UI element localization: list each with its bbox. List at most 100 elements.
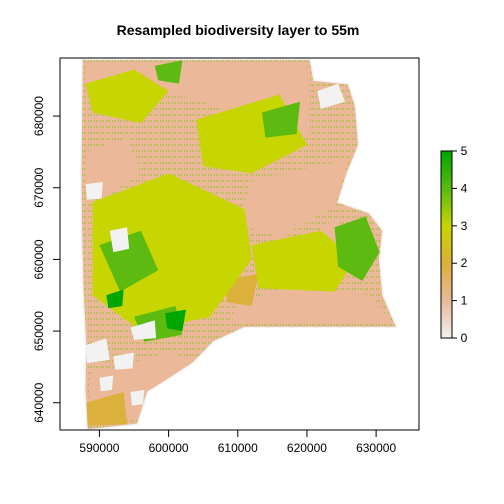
legend-color-segment bbox=[441, 281, 452, 286]
raster-zone-value-0 bbox=[113, 352, 134, 370]
raster-zone-value-3 bbox=[251, 230, 356, 292]
legend-color-segment bbox=[441, 253, 452, 258]
legend-color-segment bbox=[441, 322, 452, 327]
legend-color-segment bbox=[441, 219, 452, 224]
raster-zone-value-4 bbox=[334, 216, 380, 281]
raster-zone-value-4 bbox=[262, 101, 300, 138]
chart-title: Resampled biodiversity layer to 55m bbox=[117, 22, 360, 38]
legend-color-segment bbox=[441, 235, 452, 239]
y-tick-label: 670000 bbox=[32, 167, 46, 207]
y-axis: 640000 650000 660000 670000 680000 bbox=[32, 96, 61, 423]
legend-color-segment bbox=[441, 207, 452, 211]
legend-color-segment bbox=[441, 256, 452, 261]
raster-zone-value-1 bbox=[85, 137, 141, 195]
legend-color-segment bbox=[441, 222, 452, 227]
legend-color-segment bbox=[441, 210, 452, 214]
raster-zone-value-3 bbox=[92, 173, 252, 332]
legend-color-segment bbox=[441, 232, 452, 236]
legend-color-segment bbox=[441, 247, 452, 252]
legend-color-segment bbox=[441, 163, 452, 168]
raster-zone-value-0 bbox=[109, 227, 130, 253]
raster-zone-value-3 bbox=[85, 69, 169, 124]
legend-tick-label: 0 bbox=[461, 331, 468, 345]
y-tick-label: 660000 bbox=[32, 239, 46, 279]
color-legend: 0 1 2 3 4 5 bbox=[440, 144, 468, 345]
raster-zone-value-4 bbox=[154, 60, 183, 84]
raster-zone-value-5 bbox=[106, 289, 124, 309]
y-tick-label: 680000 bbox=[32, 96, 46, 136]
raster-zone-value-5 bbox=[165, 309, 186, 332]
raster-zone-value-0 bbox=[130, 389, 145, 406]
legend-color-segment bbox=[441, 157, 452, 161]
legend-color-segment bbox=[441, 313, 452, 317]
legend-color-segment bbox=[441, 154, 452, 158]
legend-tick-label: 1 bbox=[461, 294, 468, 308]
legend-color-segment bbox=[441, 188, 452, 193]
legend-color-segment bbox=[441, 309, 452, 314]
legend-frame bbox=[440, 150, 453, 339]
legend-tick-label: 3 bbox=[461, 219, 468, 233]
legend-color-segment bbox=[441, 331, 452, 336]
legend-color-segment bbox=[441, 228, 452, 233]
legend-color-segment bbox=[441, 263, 452, 267]
legend-color-segment bbox=[441, 194, 452, 199]
legend-color-segment bbox=[441, 200, 452, 205]
raster-zone-value-1 bbox=[237, 159, 349, 238]
legend-color-segment bbox=[441, 238, 452, 242]
legend-color-segment bbox=[441, 191, 452, 196]
legend-tick-label: 4 bbox=[461, 181, 468, 195]
x-tick-label: 610000 bbox=[218, 441, 258, 455]
legend-color-segment bbox=[441, 203, 452, 208]
legend-color-segment bbox=[441, 325, 452, 330]
legend-color-segment bbox=[441, 269, 452, 274]
legend-color-segment bbox=[441, 216, 452, 221]
legend-color-segment bbox=[441, 241, 452, 245]
raster-layer bbox=[80, 58, 399, 430]
legend-color-segment bbox=[441, 288, 452, 292]
legend-color-segment bbox=[441, 244, 452, 249]
x-tick-label: 620000 bbox=[287, 441, 327, 455]
legend-color-segment bbox=[441, 319, 452, 323]
x-tick-label: 600000 bbox=[149, 441, 189, 455]
legend-color-segment bbox=[441, 334, 452, 339]
raster-zone-value-1 bbox=[230, 288, 394, 324]
legend-tick-label: 5 bbox=[461, 144, 468, 158]
legend-color-segment bbox=[441, 300, 452, 305]
x-tick-label: 630000 bbox=[356, 441, 396, 455]
raster-zone-value-0 bbox=[99, 375, 114, 392]
x-tick-label: 590000 bbox=[79, 441, 119, 455]
legend-color-segment bbox=[441, 303, 452, 308]
legend-color-segment bbox=[441, 169, 452, 174]
legend-color-segment bbox=[441, 160, 452, 164]
y-tick-label: 650000 bbox=[32, 311, 46, 351]
legend-color-segment bbox=[441, 182, 452, 186]
legend-color-segment bbox=[441, 291, 452, 295]
legend-color-segment bbox=[441, 272, 452, 277]
raster-zone-value-0 bbox=[317, 83, 345, 109]
legend-color-segment bbox=[441, 213, 452, 217]
y-tick-label: 640000 bbox=[32, 382, 46, 422]
legend-color-segment bbox=[441, 328, 452, 333]
legend-color-segment bbox=[441, 266, 452, 270]
legend-color-segment bbox=[441, 225, 452, 230]
legend-color-segment bbox=[441, 275, 452, 280]
legend-color-segment bbox=[441, 260, 452, 264]
legend-color-segment bbox=[441, 297, 452, 302]
raster-zone-value-2 bbox=[85, 392, 128, 426]
legend-color-segment bbox=[441, 250, 452, 255]
legend-color-segment bbox=[441, 179, 452, 183]
raster-zones bbox=[80, 59, 397, 430]
legend-color-segment bbox=[441, 151, 452, 155]
raster-zone-value-0 bbox=[85, 338, 110, 364]
legend-color-segment bbox=[441, 294, 452, 298]
legend-color-segment bbox=[441, 185, 452, 189]
legend-tick-label: 2 bbox=[461, 256, 468, 270]
raster-zone-value-0 bbox=[85, 182, 103, 200]
legend-color-segment bbox=[441, 197, 452, 202]
legend-color-segment bbox=[441, 278, 452, 283]
legend-color-segment bbox=[441, 316, 452, 320]
legend-color-segment bbox=[441, 166, 452, 171]
legend-color-segment bbox=[441, 175, 452, 180]
raster-zone-value-0 bbox=[130, 320, 157, 340]
